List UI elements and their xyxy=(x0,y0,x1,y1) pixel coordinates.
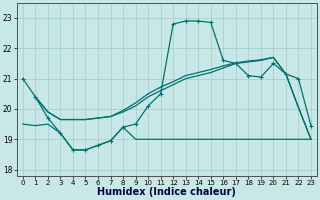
X-axis label: Humidex (Indice chaleur): Humidex (Indice chaleur) xyxy=(98,187,236,197)
